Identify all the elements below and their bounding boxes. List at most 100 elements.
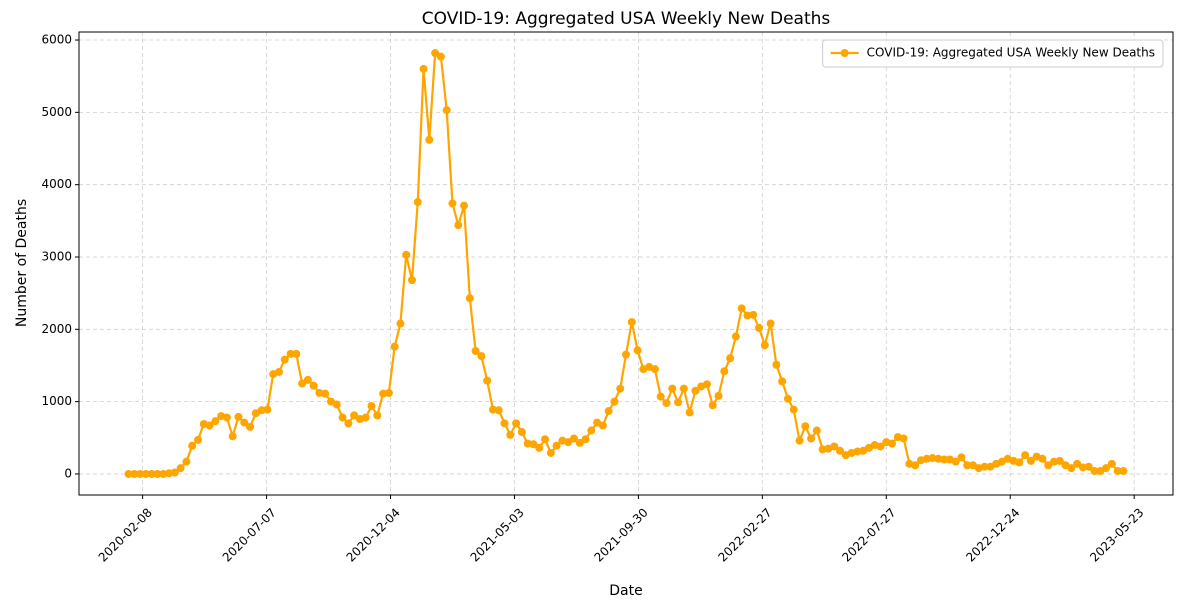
data-point <box>685 408 694 417</box>
data-point <box>795 436 804 445</box>
data-point <box>454 221 463 230</box>
data-point <box>471 347 480 356</box>
data-point <box>373 411 382 420</box>
data-point <box>506 430 515 439</box>
data-point <box>384 388 393 397</box>
data-point <box>552 441 561 450</box>
data-point <box>286 349 295 358</box>
data-point <box>465 294 474 303</box>
data-point <box>280 355 289 364</box>
data-point <box>836 446 845 455</box>
data-point <box>1090 467 1099 476</box>
data-point <box>211 417 220 426</box>
data-point <box>234 412 243 421</box>
data-point <box>778 377 787 386</box>
data-point <box>222 413 231 422</box>
x-axis-label: Date <box>609 583 642 599</box>
data-point <box>616 384 625 393</box>
y-tick-label: 4000 <box>41 177 72 191</box>
legend: COVID-19: Aggregated USA Weekly New Deat… <box>822 39 1164 68</box>
data-point <box>1107 459 1116 468</box>
data-point <box>188 441 197 450</box>
data-point <box>494 406 503 415</box>
y-tick-label: 3000 <box>41 249 72 263</box>
data-point <box>1113 467 1122 476</box>
data-point <box>517 428 526 437</box>
data-point <box>303 375 312 384</box>
data-point <box>390 342 399 351</box>
y-axis-label: Number of Deaths <box>14 199 30 327</box>
data-point <box>749 310 758 319</box>
data-point <box>830 442 839 451</box>
data-point <box>1102 464 1111 473</box>
data-point <box>176 464 185 473</box>
data-point <box>899 434 908 443</box>
data-point <box>136 469 145 478</box>
data-point <box>431 49 440 58</box>
data-point <box>627 318 636 327</box>
data-point <box>876 442 885 451</box>
data-point <box>656 392 665 401</box>
data-point <box>170 468 179 477</box>
data-point <box>789 405 798 414</box>
data-point <box>940 455 949 464</box>
data-point <box>1084 462 1093 471</box>
data-point <box>668 384 677 393</box>
data-point <box>622 350 630 359</box>
data-point <box>396 319 405 328</box>
legend-box <box>822 39 1164 68</box>
data-point <box>205 421 214 430</box>
data-point <box>963 461 972 470</box>
data-point <box>500 419 509 428</box>
y-tick-label: 6000 <box>41 33 72 47</box>
data-point <box>309 381 318 390</box>
y-tick-label: 1000 <box>41 394 72 408</box>
data-point <box>338 413 347 422</box>
data-point <box>460 201 469 210</box>
data-point <box>425 135 434 144</box>
data-point <box>650 365 659 374</box>
data-point <box>436 52 445 61</box>
data-point <box>598 421 607 430</box>
data-point <box>911 461 920 470</box>
data-point <box>760 341 769 350</box>
data-point <box>1038 454 1047 463</box>
data-point <box>691 386 700 395</box>
data-point <box>228 432 237 441</box>
data-point <box>1119 467 1128 476</box>
data-point <box>731 332 740 341</box>
data-point <box>1067 464 1076 473</box>
data-point <box>1015 458 1024 467</box>
data-point <box>951 457 960 466</box>
data-point <box>575 438 584 447</box>
data-point <box>888 439 897 448</box>
data-point <box>702 380 711 389</box>
data-point <box>153 469 162 478</box>
data-point <box>957 453 966 462</box>
data-point <box>361 413 370 422</box>
data-point <box>321 389 330 398</box>
data-point <box>807 434 816 443</box>
data-point <box>350 411 359 420</box>
data-point <box>604 407 613 416</box>
data-point <box>569 434 578 443</box>
data-point <box>477 352 486 361</box>
data-point <box>541 435 550 444</box>
data-point <box>367 401 376 410</box>
data-point <box>298 379 307 388</box>
data-point <box>674 398 683 407</box>
data-point <box>633 346 642 355</box>
data-point <box>1073 459 1082 468</box>
data-point <box>679 384 688 393</box>
data-point <box>772 360 781 369</box>
data-point <box>483 376 492 385</box>
data-point <box>448 199 457 208</box>
legend-marker <box>840 49 849 57</box>
data-point <box>587 426 596 435</box>
y-tick-label: 5000 <box>41 105 72 119</box>
data-point <box>535 443 544 452</box>
chart-title: COVID-19: Aggregated USA Weekly New Deat… <box>422 9 831 29</box>
y-tick-label: 2000 <box>41 322 72 336</box>
data-point <box>263 405 272 414</box>
